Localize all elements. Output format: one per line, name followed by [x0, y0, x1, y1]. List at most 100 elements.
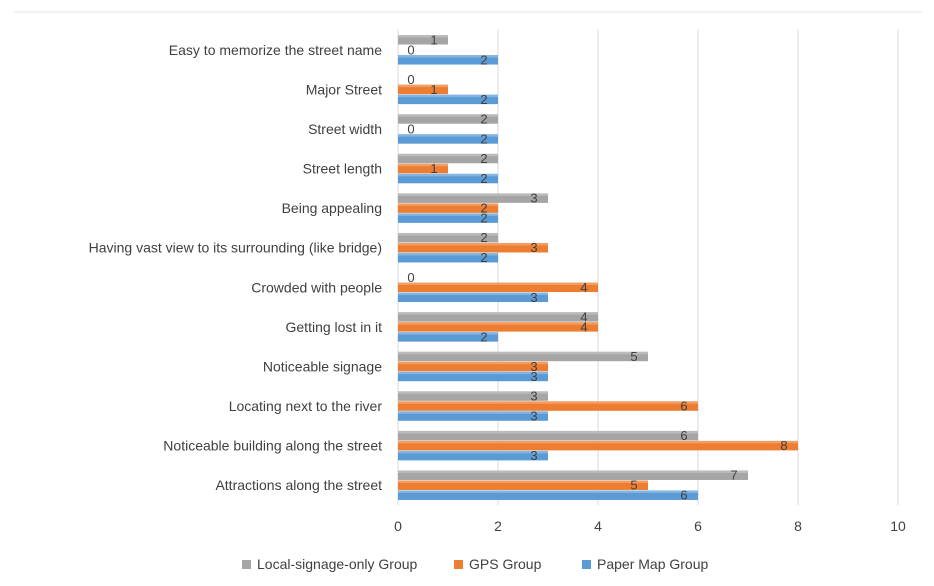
- bar-highlight: [398, 351, 648, 355]
- bar-highlight: [398, 203, 498, 206]
- bar: [398, 361, 548, 372]
- bar-highlight: [398, 430, 698, 434]
- data-label: 2: [480, 131, 487, 146]
- legend-swatch: [582, 560, 591, 569]
- bar-highlight: [398, 292, 548, 296]
- bar: [398, 490, 698, 500]
- bar: [398, 322, 598, 332]
- data-label: 2: [480, 211, 487, 226]
- bar: [398, 440, 798, 451]
- data-label: 8: [780, 438, 787, 453]
- data-label: 0: [407, 42, 414, 57]
- bar-highlight: [398, 232, 498, 236]
- data-label: 3: [530, 448, 537, 463]
- data-label: 3: [530, 191, 537, 206]
- bar: [398, 480, 648, 490]
- bar: [398, 312, 598, 322]
- bar-highlight: [398, 94, 498, 98]
- bar-highlight: [398, 322, 598, 325]
- data-label: 2: [480, 111, 487, 126]
- category-label: Street width: [308, 121, 382, 137]
- bar-highlight: [398, 401, 698, 404]
- category-label: Noticeable signage: [263, 358, 382, 374]
- bar: [398, 55, 498, 65]
- x-tick-labels: 0 2 4 6 8 10: [394, 518, 906, 534]
- bar: [398, 203, 498, 213]
- bar-highlight: [398, 163, 448, 167]
- bar: [398, 450, 548, 461]
- data-label: 4: [580, 280, 587, 295]
- bar: [398, 242, 548, 253]
- bar: [398, 35, 448, 45]
- data-label: 3: [530, 359, 537, 374]
- bar-highlight: [398, 490, 698, 493]
- bar-highlight: [398, 450, 548, 454]
- data-label: 3: [530, 409, 537, 424]
- data-label: 6: [680, 399, 687, 414]
- bar-highlight: [398, 440, 798, 444]
- bar: [398, 173, 498, 184]
- bar: [398, 371, 548, 382]
- legend-swatch: [454, 560, 463, 569]
- category-label: Street length: [303, 161, 382, 177]
- bar: [398, 213, 498, 223]
- bar: [398, 401, 698, 411]
- category-label: Major Street: [306, 81, 382, 97]
- bar: [398, 430, 698, 441]
- category-label: Having vast view to its surrounding (lik…: [89, 240, 382, 256]
- data-label: 1: [430, 82, 437, 97]
- bar-highlight: [398, 35, 448, 38]
- bar-highlight: [398, 470, 748, 473]
- data-label: 1: [430, 32, 437, 47]
- x-tick-label: 6: [694, 518, 702, 534]
- data-label: 2: [480, 230, 487, 245]
- bar: [398, 292, 548, 303]
- x-tick-label: 4: [594, 518, 602, 534]
- bar: [398, 84, 448, 95]
- data-label: 7: [730, 468, 737, 483]
- bar-highlight: [398, 312, 598, 315]
- data-label: 2: [480, 52, 487, 67]
- category-label: Crowded with people: [251, 279, 382, 295]
- bar-highlight: [398, 252, 498, 256]
- bar: [398, 232, 498, 243]
- data-label: 3: [530, 389, 537, 404]
- data-label: 2: [480, 92, 487, 107]
- category-labels: Easy to memorize the street name Major St…: [89, 42, 383, 493]
- bar: [398, 351, 648, 362]
- bar-highlight: [398, 213, 498, 216]
- bar: [398, 391, 548, 401]
- category-label: Being appealing: [282, 200, 382, 216]
- data-label: 4: [580, 319, 587, 334]
- bar: [398, 134, 498, 144]
- legend: Local-signage-only Group GPS Group Paper M…: [242, 556, 708, 572]
- bar-highlight: [398, 114, 498, 117]
- legend-label: Local-signage-only Group: [257, 556, 418, 572]
- data-label: 6: [680, 488, 687, 503]
- data-label: 3: [530, 290, 537, 305]
- bar-highlight: [398, 153, 498, 157]
- category-label: Locating next to the river: [229, 398, 383, 414]
- bar: [398, 94, 498, 105]
- data-label: 3: [530, 369, 537, 384]
- data-label: 0: [407, 270, 414, 285]
- category-label: Getting lost in it: [286, 319, 383, 335]
- x-tick-label: 8: [794, 518, 802, 534]
- bar: [398, 163, 448, 174]
- x-tick-label: 2: [494, 518, 502, 534]
- data-label: 5: [630, 478, 637, 493]
- bar-highlight: [398, 332, 498, 335]
- bar-highlight: [398, 391, 548, 394]
- x-tick-label: 10: [890, 518, 906, 534]
- bar-highlight: [398, 173, 498, 177]
- bar: [398, 114, 498, 124]
- bar: [398, 252, 498, 263]
- bar-highlight: [398, 411, 548, 414]
- bar: [398, 332, 498, 342]
- data-label: 2: [480, 250, 487, 265]
- data-label: 5: [630, 349, 637, 364]
- bar-highlight: [398, 84, 448, 88]
- bar: [398, 193, 548, 203]
